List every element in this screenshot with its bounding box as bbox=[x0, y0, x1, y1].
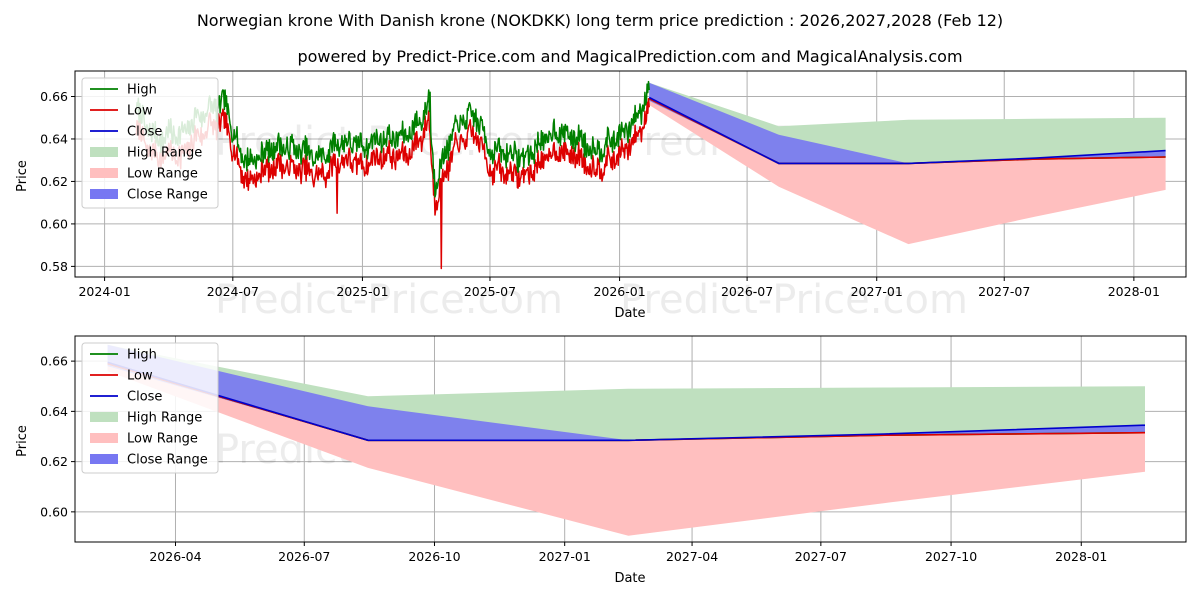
legend-label: Close Range bbox=[127, 453, 208, 468]
x-tick-label: 2027-10 bbox=[925, 549, 977, 564]
legend-swatch-patch bbox=[90, 189, 118, 199]
history-x-axis-label: Date bbox=[614, 306, 645, 321]
close-forecast-line bbox=[107, 361, 1146, 442]
close-forecast-line bbox=[648, 96, 1166, 165]
high-history-line bbox=[135, 80, 650, 198]
x-tick-label: 2027-01 bbox=[539, 549, 591, 564]
x-tick-label: 2025-01 bbox=[336, 284, 388, 299]
close-range-area bbox=[107, 344, 1146, 441]
x-tick-label: 2028-01 bbox=[1108, 284, 1160, 299]
forecast-panel: Predict-Price.com Predict-Price.com 2026… bbox=[15, 335, 1187, 586]
history-series-lines bbox=[135, 80, 1166, 270]
x-tick-label: 2026-07 bbox=[278, 549, 330, 564]
history-plot-frame bbox=[74, 70, 1187, 278]
y-tick-label: 0.62 bbox=[40, 174, 68, 189]
low-range-area bbox=[107, 363, 1146, 536]
low-history-line bbox=[135, 98, 650, 270]
history-legend: High Low Close High Range Low Range Close Ran… bbox=[81, 77, 219, 209]
x-tick-label: 2026-04 bbox=[149, 549, 201, 564]
forecast-areas bbox=[107, 344, 1146, 536]
y-tick-label: 0.66 bbox=[40, 89, 68, 104]
y-tick-label: 0.60 bbox=[40, 504, 68, 519]
x-tick-label: 2026-10 bbox=[408, 549, 460, 564]
history-axis-ticks: 2024-01 2024-07 2025-01 2025-07 2026-01 2026-… bbox=[40, 89, 1160, 299]
x-tick-label: 2027-04 bbox=[666, 549, 718, 564]
x-tick-label: 2024-01 bbox=[78, 284, 130, 299]
legend-label: Close bbox=[127, 390, 162, 405]
watermark-text: Predict-Price.com bbox=[620, 277, 968, 323]
low-range-area bbox=[649, 98, 1166, 245]
legend-label: Close bbox=[127, 125, 162, 140]
legend-label: Low Range bbox=[127, 432, 198, 447]
close-range-area bbox=[649, 82, 1166, 164]
legend-label: Low bbox=[127, 369, 153, 384]
forecast-axis-ticks: 2026-04 2026-07 2026-10 2027-01 2027-04 2027-… bbox=[40, 354, 1107, 564]
y-tick-label: 0.58 bbox=[40, 259, 68, 274]
x-tick-label: 2024-07 bbox=[207, 284, 259, 299]
x-tick-label: 2025-07 bbox=[464, 284, 516, 299]
y-tick-label: 0.64 bbox=[40, 404, 68, 419]
x-tick-label: 2026-07 bbox=[721, 284, 773, 299]
legend-swatch-patch bbox=[90, 433, 118, 443]
history-forecast-areas bbox=[649, 82, 1166, 245]
chart-title: Norwegian krone With Danish krone (NOKDK… bbox=[197, 11, 1003, 30]
y-tick-label: 0.64 bbox=[40, 131, 68, 146]
forecast-legend: High Low Close High Range Low Range Close Ran… bbox=[81, 342, 219, 474]
forecast-y-axis-label: Price bbox=[15, 425, 30, 457]
legend-label: Low Range bbox=[127, 167, 198, 182]
x-tick-label: 2026-01 bbox=[593, 284, 645, 299]
y-tick-label: 0.66 bbox=[40, 354, 68, 369]
history-panel: Predict-Price.com Predict-Price.com Pred… bbox=[15, 70, 1187, 323]
y-tick-label: 0.62 bbox=[40, 454, 68, 469]
watermark-text: Predict-Price.com bbox=[215, 277, 563, 323]
x-tick-label: 2027-07 bbox=[978, 284, 1030, 299]
legend-label: High bbox=[127, 83, 157, 98]
legend-label: High Range bbox=[127, 146, 202, 161]
legend-swatch-patch bbox=[90, 168, 118, 178]
legend-label: High bbox=[127, 348, 157, 363]
legend-label: Low bbox=[127, 104, 153, 119]
y-tick-label: 0.60 bbox=[40, 216, 68, 231]
legend-label: High Range bbox=[127, 411, 202, 426]
forecast-series-lines bbox=[107, 361, 1146, 442]
legend-swatch-patch bbox=[90, 454, 118, 464]
legend-swatch-patch bbox=[90, 412, 118, 422]
forecast-plot-frame bbox=[74, 335, 1187, 543]
x-tick-label: 2027-01 bbox=[851, 284, 903, 299]
x-tick-label: 2028-01 bbox=[1055, 549, 1107, 564]
history-y-axis-label: Price bbox=[15, 160, 30, 192]
chart-subtitle: powered by Predict-Price.com and Magical… bbox=[297, 47, 962, 66]
legend-label: Close Range bbox=[127, 188, 208, 203]
legend-swatch-patch bbox=[90, 147, 118, 157]
x-tick-label: 2027-07 bbox=[795, 549, 847, 564]
forecast-x-axis-label: Date bbox=[614, 571, 645, 586]
